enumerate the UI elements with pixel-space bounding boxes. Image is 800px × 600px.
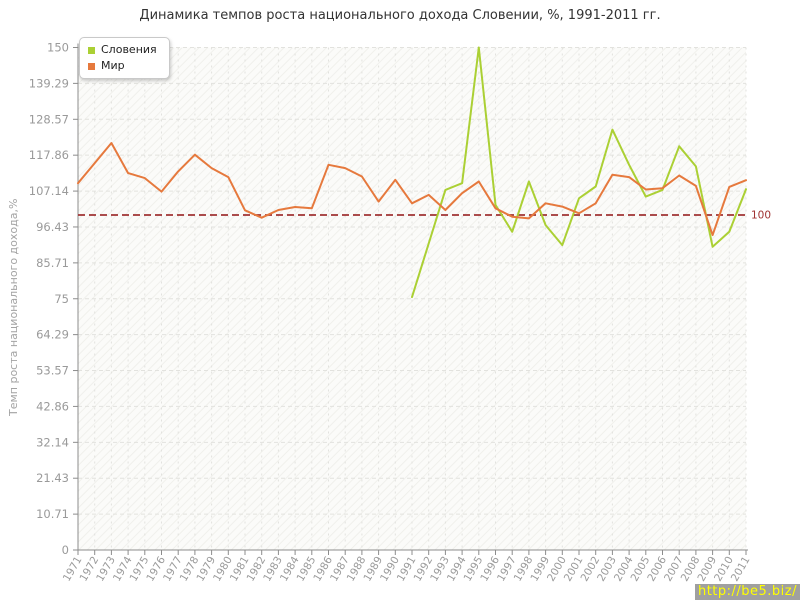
world-color-chip <box>88 62 95 70</box>
legend-item-world: Мир <box>88 58 157 74</box>
y-tick-label: 53.57 <box>36 364 69 378</box>
series-line-world <box>77 142 747 237</box>
y-tick-label: 10.71 <box>36 507 69 521</box>
y-tick-label: 150 <box>47 41 69 55</box>
legend: Словения Мир <box>79 37 170 79</box>
watermark-link[interactable]: http://be5.biz/ <box>694 584 800 600</box>
y-tick-label: 0 <box>62 543 69 557</box>
chart-title: Динамика темпов роста национального дохо… <box>139 8 661 23</box>
y-tick-label: 21.43 <box>36 471 69 485</box>
y-tick-label: 128.57 <box>29 112 69 126</box>
y-tick-label: 42.86 <box>36 399 69 413</box>
slovenia-color-chip <box>88 46 95 54</box>
legend-label-world: Мир <box>101 59 125 72</box>
ref-line-label: 100 <box>751 210 771 222</box>
legend-label-slovenia: Словения <box>101 43 157 56</box>
y-tick-label: 107.14 <box>29 184 69 198</box>
y-tick-label: 64.29 <box>36 328 69 342</box>
series-line-slovenia <box>411 46 747 299</box>
y-tick-label: 85.71 <box>36 256 69 270</box>
y-tick-label: 96.43 <box>36 220 69 234</box>
legend-item-slovenia: Словения <box>88 42 157 58</box>
y-tick-label: 139.29 <box>29 76 69 90</box>
y-axis-title: Темп роста национального дохода,% <box>7 198 20 416</box>
y-tick-label: 32.14 <box>36 435 69 449</box>
y-tick-label: 117.86 <box>29 148 69 162</box>
y-tick-label: 75 <box>54 292 69 306</box>
